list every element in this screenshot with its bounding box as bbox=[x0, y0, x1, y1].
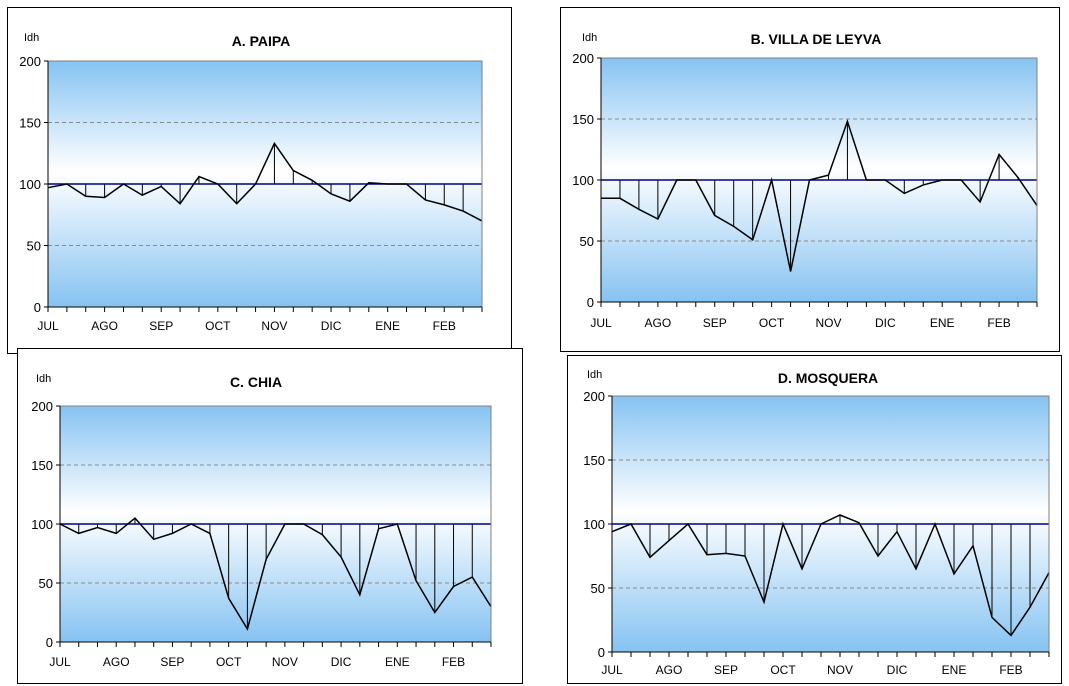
y-tick-label: 200 bbox=[572, 51, 594, 66]
chart-panel-chia: 0 50 100 150 200 JUL AGO SEP OCT NOV DIC ENE FEB C. C… bbox=[17, 348, 523, 684]
y-tick-label: 100 bbox=[19, 177, 41, 192]
x-tick-label: ENE bbox=[375, 319, 400, 333]
x-tick-label: AGO bbox=[656, 663, 683, 677]
y-tick-label: 200 bbox=[19, 54, 41, 69]
x-tick-label: DIC bbox=[331, 655, 352, 669]
y-axis-unit-label: Idh bbox=[36, 373, 51, 385]
y-tick-label: 200 bbox=[583, 389, 605, 404]
chart-title: D. MOSQUERA bbox=[778, 370, 878, 386]
chart-svg: 0 50 100 150 200 JUL AGO SEP OCT NOV DIC ENE FEB C. C… bbox=[31, 373, 492, 669]
chart-title: B. VILLA DE LEYVA bbox=[751, 31, 882, 47]
x-tick-label: SEP bbox=[703, 316, 727, 330]
series-line bbox=[59, 517, 492, 631]
y-tick-label: 50 bbox=[591, 581, 605, 596]
chart-title: A. PAIPA bbox=[232, 33, 291, 49]
x-tick-label: JUL bbox=[590, 316, 612, 330]
y-tick-label: 150 bbox=[31, 458, 53, 473]
x-tick-label: JUL bbox=[49, 655, 71, 669]
y-tick-label: 50 bbox=[580, 234, 594, 249]
chart-svg: 0 50 100 150 200 JUL AGO SEP OCT NOV DIC ENE FEB D. M… bbox=[583, 369, 1050, 677]
x-tick-label: FEB bbox=[433, 319, 456, 333]
x-tick-label: FEB bbox=[999, 663, 1022, 677]
chart-panel-villa-de-leyva: 0 50 100 150 200 JUL AGO SEP OCT NOV DIC ENE FEB B. V… bbox=[560, 7, 1060, 352]
x-tick-label: OCT bbox=[205, 319, 231, 333]
x-tick-label: ENE bbox=[942, 663, 967, 677]
x-tick-label: FEB bbox=[987, 316, 1010, 330]
x-tick-label: AGO bbox=[91, 319, 118, 333]
y-tick-label: 0 bbox=[598, 645, 605, 660]
y-tick-label: 150 bbox=[572, 112, 594, 127]
y-tick-label: 50 bbox=[39, 576, 53, 591]
y-tick-label: 100 bbox=[572, 173, 594, 188]
x-tick-label: NOV bbox=[815, 316, 841, 330]
y-axis-unit-label: Idh bbox=[587, 369, 602, 381]
x-tick-label: DIC bbox=[875, 316, 896, 330]
y-tick-label: 0 bbox=[587, 295, 594, 310]
chart-svg: 0 50 100 150 200 JUL AGO SEP OCT NOV DIC ENE FEB A. P… bbox=[19, 32, 483, 333]
x-tick-label: JUL bbox=[601, 663, 623, 677]
x-tick-label: DIC bbox=[321, 319, 342, 333]
y-tick-label: 0 bbox=[34, 300, 41, 315]
y-tick-label: 50 bbox=[27, 239, 41, 254]
x-tick-label: SEP bbox=[149, 319, 173, 333]
y-tick-label: 150 bbox=[583, 453, 605, 468]
y-tick-label: 150 bbox=[19, 116, 41, 131]
x-tick-label: ENE bbox=[930, 316, 955, 330]
chart-title: C. CHIA bbox=[230, 374, 282, 390]
chart-panel-mosquera: 0 50 100 150 200 JUL AGO SEP OCT NOV DIC ENE FEB D. M… bbox=[567, 355, 1062, 684]
series-line bbox=[601, 119, 1038, 272]
x-tick-label: NOV bbox=[261, 319, 287, 333]
x-tick-label: OCT bbox=[759, 316, 785, 330]
series-line bbox=[611, 514, 1050, 637]
x-tick-label: NOV bbox=[827, 663, 853, 677]
series-line bbox=[47, 141, 483, 222]
x-tick-label: FEB bbox=[442, 655, 465, 669]
x-tick-label: JUL bbox=[37, 319, 59, 333]
x-tick-label: AGO bbox=[103, 655, 130, 669]
x-tick-label: SEP bbox=[714, 663, 738, 677]
y-axis-unit-label: Idh bbox=[24, 32, 39, 44]
chart-panel-paipa: 0 50 100 150 200 JUL AGO SEP OCT NOV DIC ENE FEB A. P… bbox=[7, 7, 512, 354]
x-tick-label: AGO bbox=[645, 316, 672, 330]
y-tick-label: 100 bbox=[583, 517, 605, 532]
x-tick-label: SEP bbox=[160, 655, 184, 669]
x-tick-label: ENE bbox=[385, 655, 410, 669]
y-tick-label: 100 bbox=[31, 517, 53, 532]
y-axis-unit-label: Idh bbox=[582, 32, 597, 44]
x-tick-label: DIC bbox=[887, 663, 908, 677]
y-tick-label: 0 bbox=[46, 635, 53, 650]
x-tick-label: NOV bbox=[272, 655, 298, 669]
y-tick-label: 200 bbox=[31, 399, 53, 414]
chart-svg: 0 50 100 150 200 JUL AGO SEP OCT NOV DIC ENE FEB B. V… bbox=[572, 31, 1038, 330]
x-tick-label: OCT bbox=[770, 663, 796, 677]
x-tick-label: OCT bbox=[216, 655, 242, 669]
